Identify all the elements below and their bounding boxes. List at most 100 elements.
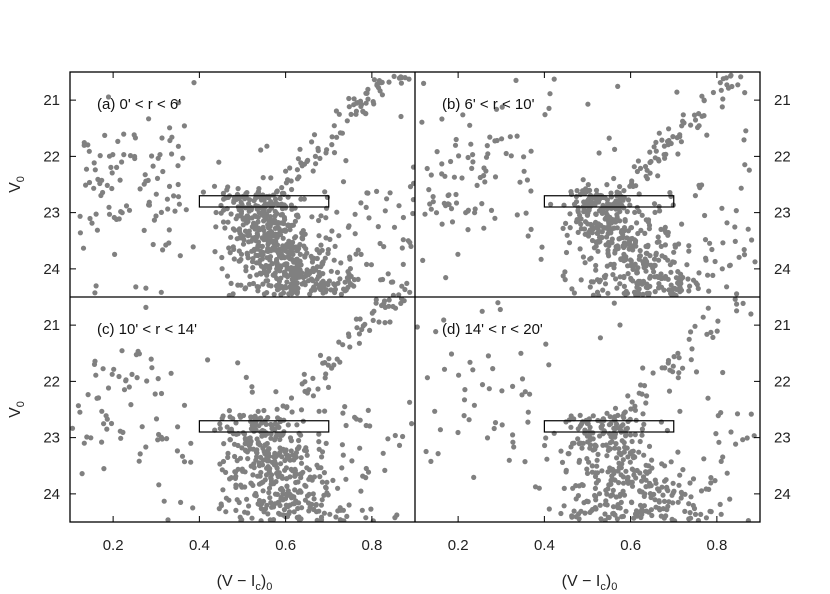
data-point (559, 459, 566, 465)
data-point (239, 517, 245, 522)
data-point (662, 242, 669, 248)
data-point (639, 426, 646, 432)
data-point (660, 492, 666, 498)
data-point (277, 502, 283, 509)
data-point (329, 228, 335, 234)
data-point (580, 177, 586, 183)
data-point (363, 204, 369, 210)
data-point (323, 289, 329, 295)
data-point (322, 408, 328, 414)
data-point (695, 517, 701, 522)
data-point (374, 188, 380, 194)
data-point (613, 441, 619, 447)
data-point (643, 469, 649, 475)
data-point (608, 261, 614, 267)
data-point (287, 474, 293, 480)
data-point (724, 284, 730, 290)
data-point (292, 487, 298, 493)
data-point (377, 240, 383, 247)
data-point (676, 241, 682, 247)
y-tick-label: 23 (43, 205, 60, 222)
data-point (153, 213, 159, 219)
data-point (316, 408, 322, 414)
data-point (563, 419, 569, 425)
data-point (357, 417, 363, 423)
data-point (253, 252, 259, 258)
data-point (567, 225, 573, 231)
data-point (223, 495, 229, 501)
data-point (507, 134, 513, 140)
data-point (274, 256, 280, 263)
data-point (400, 433, 406, 440)
data-point (93, 283, 99, 289)
data-point (339, 442, 345, 448)
data-point (238, 414, 244, 420)
data-point (363, 515, 369, 521)
data-point (390, 292, 396, 297)
scatter-points (415, 297, 757, 522)
data-point (272, 501, 278, 507)
data-point (629, 483, 636, 489)
data-point (688, 122, 694, 128)
data-point (255, 501, 261, 507)
data-point (609, 492, 616, 498)
data-point (717, 501, 723, 507)
data-point (385, 271, 391, 277)
data-point (665, 142, 671, 148)
data-point (137, 186, 143, 192)
data-point (280, 235, 286, 241)
data-point (158, 289, 164, 295)
data-point (272, 270, 278, 276)
data-point (100, 366, 106, 372)
data-point (617, 184, 623, 190)
data-point (621, 244, 627, 251)
data-point (692, 323, 698, 329)
data-point (439, 161, 445, 167)
data-point (321, 510, 327, 516)
data-point (275, 286, 282, 292)
data-point (285, 266, 291, 272)
data-point (604, 212, 610, 218)
data-point (613, 276, 619, 282)
data-point (244, 449, 250, 455)
data-point (321, 470, 327, 476)
data-point (630, 266, 636, 272)
data-point (608, 477, 614, 483)
data-point (743, 128, 749, 134)
data-point (427, 201, 433, 207)
data-point (287, 248, 293, 254)
data-point (354, 325, 360, 331)
data-point (484, 435, 491, 441)
data-point (149, 365, 155, 371)
data-point (751, 433, 757, 439)
data-point (109, 371, 115, 377)
data-point (627, 432, 634, 438)
data-point (633, 238, 639, 244)
data-point (621, 492, 628, 498)
data-point (655, 173, 661, 179)
data-point (595, 477, 602, 484)
data-point (592, 446, 598, 452)
data-point (568, 413, 574, 419)
data-point (363, 100, 369, 106)
x-tick-label: 0.8 (706, 537, 727, 554)
data-point (285, 254, 291, 260)
data-point (653, 480, 659, 486)
data-point (298, 455, 304, 461)
data-point (611, 175, 617, 182)
data-point (522, 459, 528, 465)
data-point (326, 356, 332, 362)
x-axis-title: (V − Ic)0 (217, 573, 273, 593)
data-point (462, 387, 468, 393)
data-point (351, 96, 357, 102)
data-point (466, 417, 472, 423)
data-point (260, 445, 266, 451)
data-point (671, 354, 677, 360)
data-point (445, 201, 451, 207)
data-point (110, 152, 116, 158)
data-point (569, 286, 575, 292)
data-point (718, 87, 724, 93)
data-point (562, 277, 568, 283)
data-point (260, 224, 266, 230)
data-point (652, 497, 658, 503)
